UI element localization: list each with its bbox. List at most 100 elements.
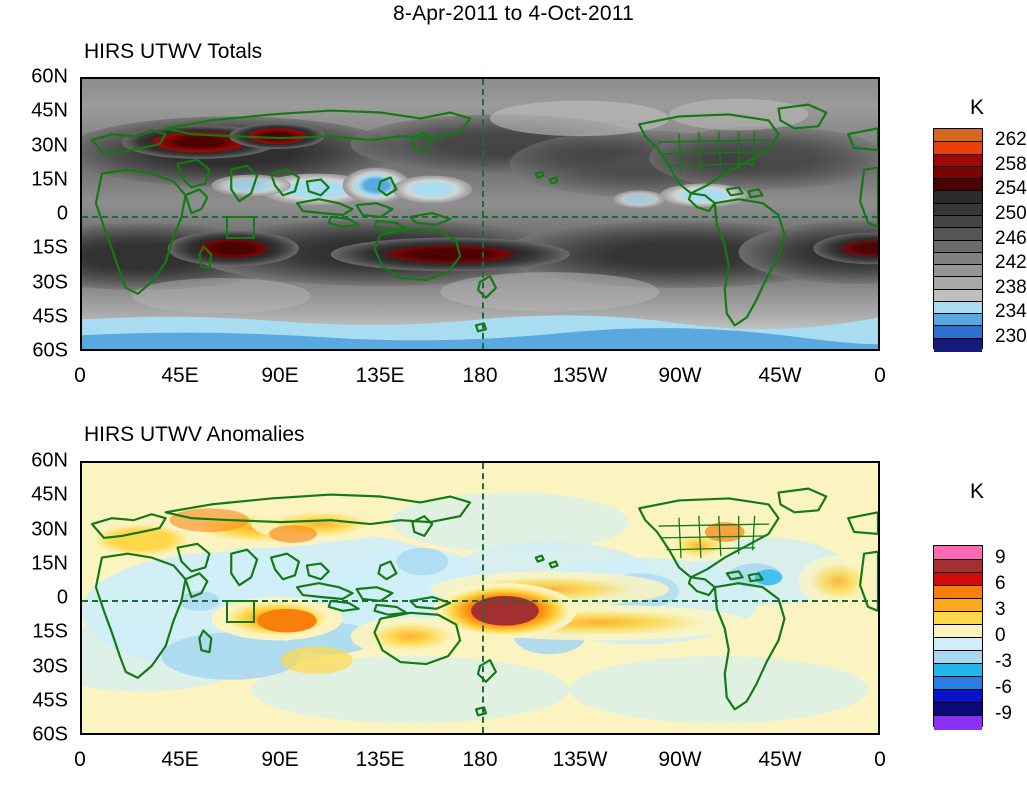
lat-tick [80,215,82,218]
lon-label: 180 [462,748,498,771]
lat-tick [80,690,82,692]
colorbar-band [934,689,982,704]
lon-label: 45E [161,364,199,387]
lon-tick [814,77,816,79]
lon-label: 90W [658,748,702,771]
lon-tick [114,77,116,79]
equator-line-totals [82,216,878,218]
lat-tick [878,645,880,647]
lon-tick [148,77,150,79]
lat-tick [878,622,880,624]
lat-tick [878,679,880,681]
lon-tick [614,733,616,735]
lat-tick [878,656,880,658]
lat-tick [80,318,82,321]
lon-tick [481,733,483,735]
lon-label: 0 [74,748,86,771]
colorbar-band [934,153,982,168]
colorbar-band [934,214,982,229]
lon-tick [181,77,183,79]
lat-label: 15N [31,552,68,575]
lat-tick [80,249,82,252]
lat-tick [878,508,880,510]
colorbar-band [934,585,982,600]
lat-label: 30S [32,271,68,293]
lat-tick [80,519,82,521]
lon-label: 135E [355,748,405,771]
lat-tick [878,158,880,160]
lat-label: 30N [31,134,68,156]
colorbar-band [934,190,982,205]
colorbar-band [934,313,982,328]
lon-tick [681,733,683,735]
colorbar-band [934,702,982,717]
lat-tick [878,306,880,308]
lat-tick [80,496,82,499]
lat-tick [80,485,82,487]
panel-anomalies-title: HIRS UTWV Anomalies [84,423,305,446]
lat-tick [80,610,82,612]
lon-tick [514,77,516,79]
lon-tick [714,461,716,463]
lat-label: 60N [31,65,68,88]
region-box-marker-totals [226,216,255,239]
lat-tick [878,169,880,171]
lon-tick [181,349,183,351]
lon-tick [714,349,716,351]
lat-tick [80,295,82,297]
colorbar-band [934,337,982,352]
colorbar-band [934,276,982,291]
figure-title: 8-Apr-2011 to 4-Oct-2011 [393,2,634,25]
lon-tick [581,733,583,735]
colorbar-band [934,251,982,266]
lon-tick [414,77,416,79]
lat-tick [80,135,82,137]
lat-tick [80,226,82,228]
lon-tick [81,349,83,351]
lon-tick [148,733,150,735]
lon-tick [314,349,316,351]
lon-tick [114,461,116,463]
lon-tick [848,77,850,79]
lat-tick [80,542,82,544]
lat-tick [80,329,82,331]
lon-tick [548,349,550,351]
lat-tick [80,181,82,184]
lon-tick [281,461,283,463]
lat-tick [878,284,880,287]
colorbar-tick-label: 262 [995,129,1027,151]
lat-tick [80,702,82,705]
lat-label: 45S [32,305,68,328]
lon-tick [448,461,450,463]
lon-tick [748,349,750,351]
lat-tick [80,238,82,240]
lat-tick [878,272,880,274]
map-plot-totals[interactable] [80,77,880,351]
lon-tick [614,349,616,351]
anomalies-field-layer [82,463,878,733]
lat-tick [878,341,880,343]
lon-tick [814,349,816,351]
colorbar-band [934,663,982,678]
colorbar-band [934,141,982,156]
lat-tick [80,576,82,578]
lon-tick [848,461,850,463]
lat-tick [878,215,880,218]
lon-tick [281,349,283,351]
lon-tick [381,461,383,463]
lat-tick [80,622,82,624]
map-plot-anomalies[interactable] [80,461,880,735]
lat-tick [80,169,82,171]
lat-tick [80,272,82,274]
lat-tick [80,261,82,263]
lat-tick [878,496,880,499]
colorbar-band [934,239,982,254]
lon-label: 45E [161,748,199,771]
lon-tick [448,77,450,79]
colorbar-tick-label: 254 [995,178,1027,200]
lat-tick [80,192,82,194]
lat-tick [878,295,880,297]
colorbar-band [934,202,982,217]
lat-tick [80,656,82,658]
lat-tick [80,124,82,126]
